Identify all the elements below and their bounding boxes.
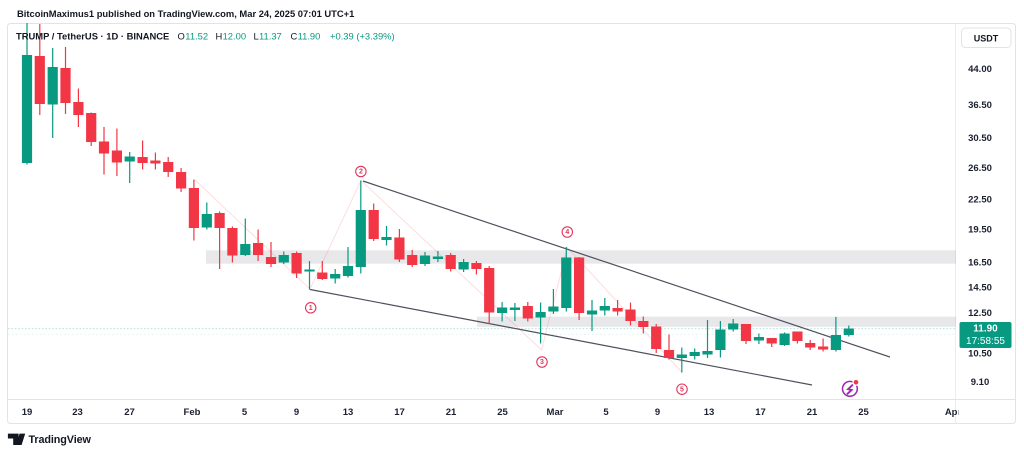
svg-text:25: 25 xyxy=(858,407,869,418)
svg-text:C: C xyxy=(291,31,298,42)
svg-text:26.50: 26.50 xyxy=(968,163,992,174)
svg-text:BitcoinMaximus1 published on T: BitcoinMaximus1 published on TradingView… xyxy=(17,8,354,19)
svg-text:TradingView: TradingView xyxy=(29,434,92,446)
svg-text:9: 9 xyxy=(655,407,660,418)
svg-text:5: 5 xyxy=(680,386,684,393)
svg-text:19.50: 19.50 xyxy=(968,225,992,236)
svg-text:13: 13 xyxy=(343,407,354,418)
svg-text:5: 5 xyxy=(603,407,609,418)
svg-text:12.00: 12.00 xyxy=(223,31,246,42)
svg-text:12.50: 12.50 xyxy=(968,308,992,319)
svg-text:16.50: 16.50 xyxy=(968,258,992,269)
svg-text:9.10: 9.10 xyxy=(971,377,990,388)
svg-text:USDT: USDT xyxy=(974,33,999,43)
svg-text:11.90: 11.90 xyxy=(298,31,321,42)
svg-text:11.52: 11.52 xyxy=(185,31,208,42)
svg-text:L: L xyxy=(254,31,259,42)
svg-text:25: 25 xyxy=(497,407,508,418)
svg-text:3: 3 xyxy=(540,359,544,366)
svg-text:Feb: Feb xyxy=(184,407,201,418)
svg-text:2: 2 xyxy=(359,169,363,176)
svg-text:H: H xyxy=(216,31,223,42)
svg-text:21: 21 xyxy=(807,407,818,418)
svg-text:30.50: 30.50 xyxy=(968,133,992,144)
svg-text:13: 13 xyxy=(704,407,715,418)
svg-text:44.00: 44.00 xyxy=(968,64,992,75)
svg-text:5: 5 xyxy=(242,407,248,418)
svg-text:17: 17 xyxy=(394,407,405,418)
svg-text:17:58:55: 17:58:55 xyxy=(966,336,1005,347)
svg-text:11.37: 11.37 xyxy=(259,31,282,42)
svg-text:Mar: Mar xyxy=(547,407,564,418)
svg-text:10.50: 10.50 xyxy=(968,349,992,360)
svg-text:+0.39 (+3.39%): +0.39 (+3.39%) xyxy=(330,31,395,42)
svg-text:9: 9 xyxy=(294,407,299,418)
svg-text:36.50: 36.50 xyxy=(968,100,992,111)
svg-text:1: 1 xyxy=(309,305,313,312)
svg-text:17: 17 xyxy=(755,407,766,418)
svg-text:19: 19 xyxy=(22,407,33,418)
svg-text:22.50: 22.50 xyxy=(968,195,992,206)
svg-text:Apr: Apr xyxy=(945,407,962,418)
svg-text:14.50: 14.50 xyxy=(968,283,992,294)
svg-text:TRUMP / TetherUS · 1D · BINANC: TRUMP / TetherUS · 1D · BINANCE xyxy=(16,31,169,42)
svg-text:11.90: 11.90 xyxy=(973,324,998,335)
svg-text:O: O xyxy=(178,31,185,42)
svg-text:4: 4 xyxy=(565,229,569,236)
svg-text:27: 27 xyxy=(124,407,135,418)
svg-text:23: 23 xyxy=(72,407,83,418)
svg-text:21: 21 xyxy=(446,407,457,418)
